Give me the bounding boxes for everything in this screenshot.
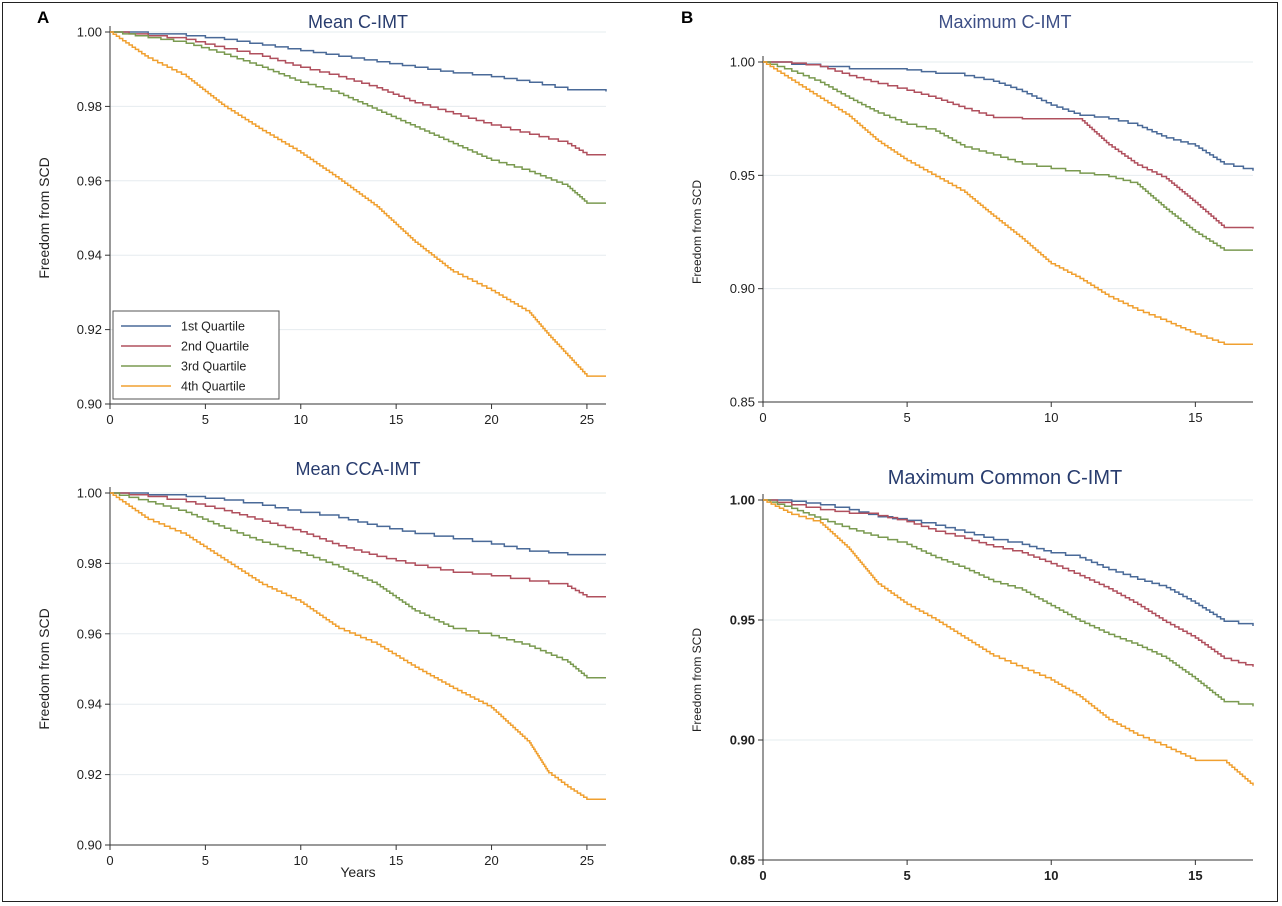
y-tick-label: 0.98 <box>77 556 102 571</box>
y-tick-label: 0.98 <box>77 99 102 114</box>
x-tick-label: 0 <box>106 853 113 868</box>
x-tick-label: 0 <box>106 412 113 427</box>
y-axis-label: Freedom from SCD <box>690 628 704 732</box>
series-line-3 <box>110 31 606 204</box>
series-line-1 <box>763 61 1254 171</box>
series-line-4 <box>110 492 606 800</box>
y-tick-label: 0.95 <box>730 613 755 628</box>
x-tick-label: 10 <box>1044 868 1058 883</box>
x-axis-label: Years <box>340 864 375 880</box>
chart-maximum-cimt: 0.85 0.90 0.95 1.00 0 5 10 15 Maximum C-IMT Freed… <box>690 12 1254 425</box>
x-tick-label: 10 <box>294 412 308 427</box>
series-line-3 <box>763 499 1254 707</box>
series-line-3 <box>763 61 1253 251</box>
x-tick-label: 25 <box>580 853 594 868</box>
series-line-4 <box>763 499 1254 786</box>
y-tick-label: 0.96 <box>77 626 102 641</box>
y-tick-label: 1.00 <box>730 493 755 508</box>
series-line-4 <box>763 61 1253 345</box>
y-tick-label: 1.00 <box>77 25 102 40</box>
y-tick-label: 0.85 <box>730 395 755 410</box>
y-tick-label: 0.96 <box>77 173 102 188</box>
legend-label: 1st Quartile <box>181 320 245 334</box>
y-axis-label: Freedom from SCD <box>690 180 704 284</box>
x-tick-label: 0 <box>759 868 766 883</box>
x-tick-label: 10 <box>1044 410 1058 425</box>
y-tick-label: 0.85 <box>730 853 755 868</box>
chart-title: Mean CCA-IMT <box>295 459 420 479</box>
chart-mean-cca-imt: 0.90 0.92 0.94 0.96 0.98 1.00 0 5 10 15 20 25 Mean C… <box>36 459 606 880</box>
series-line-1 <box>110 492 606 556</box>
y-tick-label: 0.94 <box>77 697 102 712</box>
chart-title: Mean C-IMT <box>308 12 408 32</box>
series-line-4 <box>110 31 606 377</box>
series-line-2 <box>110 492 606 598</box>
y-axis-label: Freedom from SCD <box>36 157 52 278</box>
legend-label: 4th Quartile <box>181 380 246 394</box>
panel-label-b: B <box>681 8 694 27</box>
x-tick-label: 15 <box>1188 410 1202 425</box>
x-tick-label: 5 <box>202 412 209 427</box>
chart-mean-cimt: 0.90 0.92 0.94 0.96 0.98 1.00 0 5 10 15 20 25 Mean C… <box>36 12 607 427</box>
y-tick-label: 1.00 <box>730 55 755 70</box>
series-line-3 <box>110 492 606 679</box>
legend-label: 3rd Quartile <box>181 360 246 374</box>
y-tick-label: 0.90 <box>730 733 755 748</box>
x-tick-label: 25 <box>580 412 594 427</box>
x-tick-label: 20 <box>484 853 498 868</box>
y-tick-label: 0.92 <box>77 767 102 782</box>
y-tick-label: 0.90 <box>77 838 102 853</box>
series-line-1 <box>763 499 1254 626</box>
panel-label-a: A <box>37 8 50 27</box>
y-tick-label: 1.00 <box>77 486 102 501</box>
series-line-1 <box>110 31 607 92</box>
y-axis-label: Freedom from SCD <box>36 608 52 729</box>
x-tick-label: 5 <box>202 853 209 868</box>
y-tick-label: 0.95 <box>730 168 755 183</box>
x-tick-label: 5 <box>904 868 911 883</box>
x-tick-label: 15 <box>389 853 403 868</box>
series-line-2 <box>763 499 1254 667</box>
chart-maximum-common-cimt: 0.85 0.90 0.95 1.00 0 5 10 15 Maximum Common C-I… <box>690 467 1254 883</box>
y-tick-label: 0.92 <box>77 322 102 337</box>
y-tick-label: 0.90 <box>77 397 102 412</box>
x-tick-label: 20 <box>484 412 498 427</box>
x-tick-label: 15 <box>389 412 403 427</box>
chart-title: Maximum C-IMT <box>939 12 1072 32</box>
y-tick-label: 0.94 <box>77 248 102 263</box>
y-tick-label: 0.90 <box>730 281 755 296</box>
chart-title: Maximum Common C-IMT <box>888 467 1122 489</box>
x-tick-label: 5 <box>904 410 911 425</box>
x-tick-label: 0 <box>759 410 766 425</box>
x-tick-label: 10 <box>294 853 308 868</box>
x-tick-label: 15 <box>1188 868 1202 883</box>
series-line-2 <box>110 31 606 156</box>
series-line-2 <box>763 61 1254 229</box>
legend-label: 2nd Quartile <box>181 340 249 354</box>
